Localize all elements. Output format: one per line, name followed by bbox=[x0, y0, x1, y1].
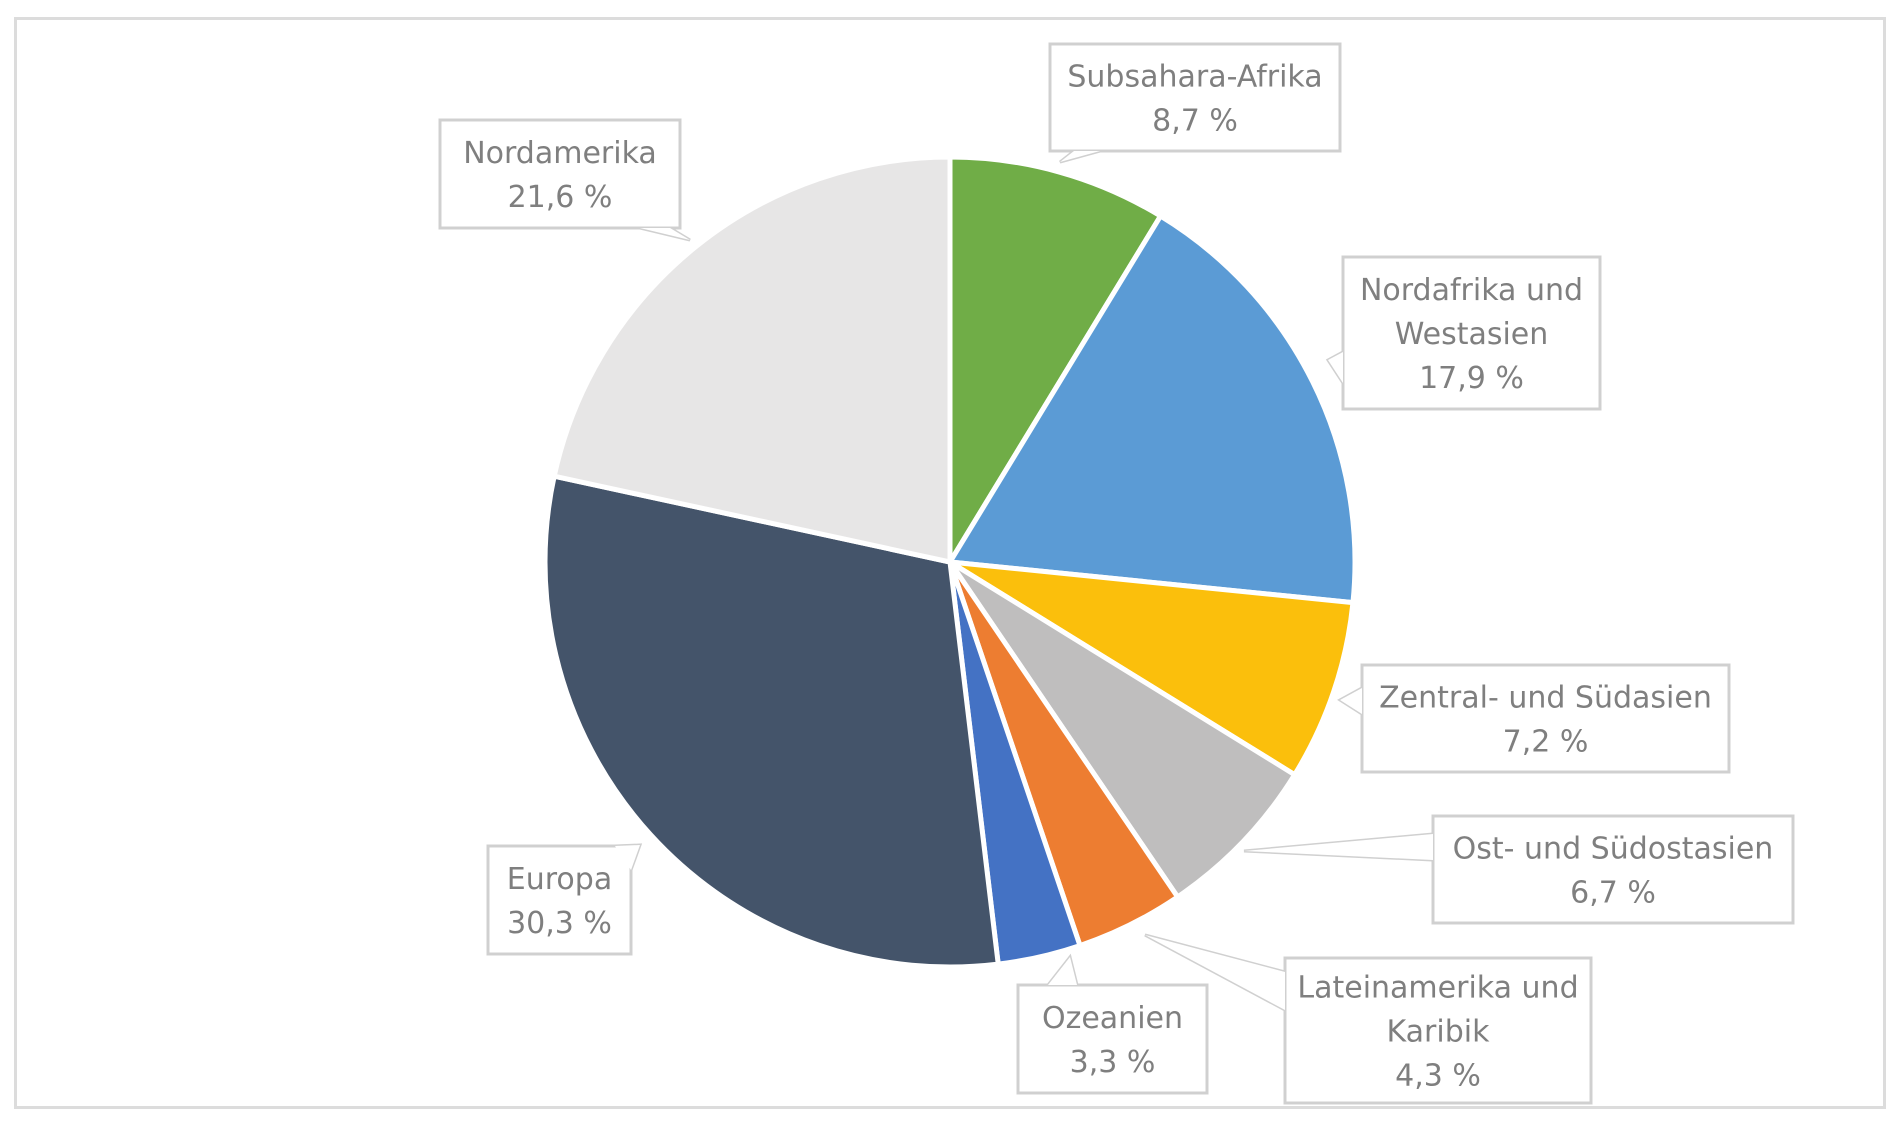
data-label-value: 7,2 % bbox=[1503, 725, 1589, 760]
pie-slice-zentral-und-suedasien bbox=[947, 559, 1356, 778]
data-label-value: 17,9 % bbox=[1419, 361, 1524, 396]
callout-box bbox=[1048, 42, 1342, 153]
callout-box bbox=[1283, 956, 1593, 1105]
pie-slice-nordafrika-und-westasien bbox=[947, 213, 1358, 606]
data-label-name: Ozeanien bbox=[1042, 1001, 1183, 1036]
data-label-value: 3,3 % bbox=[1070, 1045, 1156, 1080]
data-label-europa: Europa 30,3 % bbox=[486, 843, 643, 956]
data-label-value: 21,6 % bbox=[508, 180, 613, 215]
data-label-name: Karibik bbox=[1387, 1015, 1491, 1050]
data-label-callouts: Subsahara-Afrika 8,7 % Nordafrika und Westa… bbox=[438, 42, 1795, 1105]
data-label-value: 8,7 % bbox=[1152, 104, 1238, 139]
data-label-ost-und-suedostasien: Ost- und Südostasien 6,7 % bbox=[1243, 814, 1795, 925]
data-label-value: 6,7 % bbox=[1570, 876, 1656, 911]
data-label-name: Ost- und Südostasien bbox=[1453, 832, 1774, 867]
data-label-nordafrika-und-westasien: Nordafrika und Westasien 17,9 % bbox=[1325, 255, 1602, 411]
callout-box bbox=[1360, 663, 1731, 774]
data-label-name: Nordafrika und bbox=[1360, 273, 1583, 308]
data-label-subsahara-afrika: Subsahara-Afrika 8,7 % bbox=[1048, 42, 1342, 164]
data-label-name: Subsahara-Afrika bbox=[1067, 60, 1322, 95]
data-label-zentral-und-suedasien: Zentral- und Südasien 7,2 % bbox=[1337, 663, 1731, 774]
chart-frame bbox=[14, 17, 1886, 1109]
data-label-value: 30,3 % bbox=[507, 906, 612, 941]
callout-box bbox=[486, 844, 633, 956]
data-label-lateinamerika-und-karibik: Lateinamerika und Karibik 4,3 % bbox=[1144, 933, 1593, 1105]
data-label-value: 4,3 % bbox=[1395, 1059, 1481, 1094]
data-label-name: Nordamerika bbox=[463, 136, 657, 171]
data-label-name: Westasien bbox=[1395, 317, 1549, 352]
data-label-nordamerika: Nordamerika 21,6 % bbox=[438, 118, 691, 242]
callout-box bbox=[438, 118, 682, 230]
callout-box bbox=[1341, 255, 1602, 411]
data-label-name: Lateinamerika und bbox=[1297, 971, 1578, 1006]
callout-box bbox=[1016, 983, 1209, 1095]
pie-slice-nordamerika bbox=[551, 154, 953, 565]
pie-slice-subsahara-afrika bbox=[947, 154, 1164, 565]
data-label-name: Zentral- und Südasien bbox=[1379, 681, 1712, 716]
pie-slice-ost-und-suedostasien bbox=[947, 559, 1298, 900]
data-label-name: Europa bbox=[507, 862, 612, 897]
data-label-ozeanien: Ozeanien 3,3 % bbox=[1016, 953, 1209, 1095]
pie-slice-europa bbox=[542, 473, 1001, 970]
callout-box bbox=[1431, 814, 1795, 925]
pie-slices bbox=[542, 154, 1358, 970]
